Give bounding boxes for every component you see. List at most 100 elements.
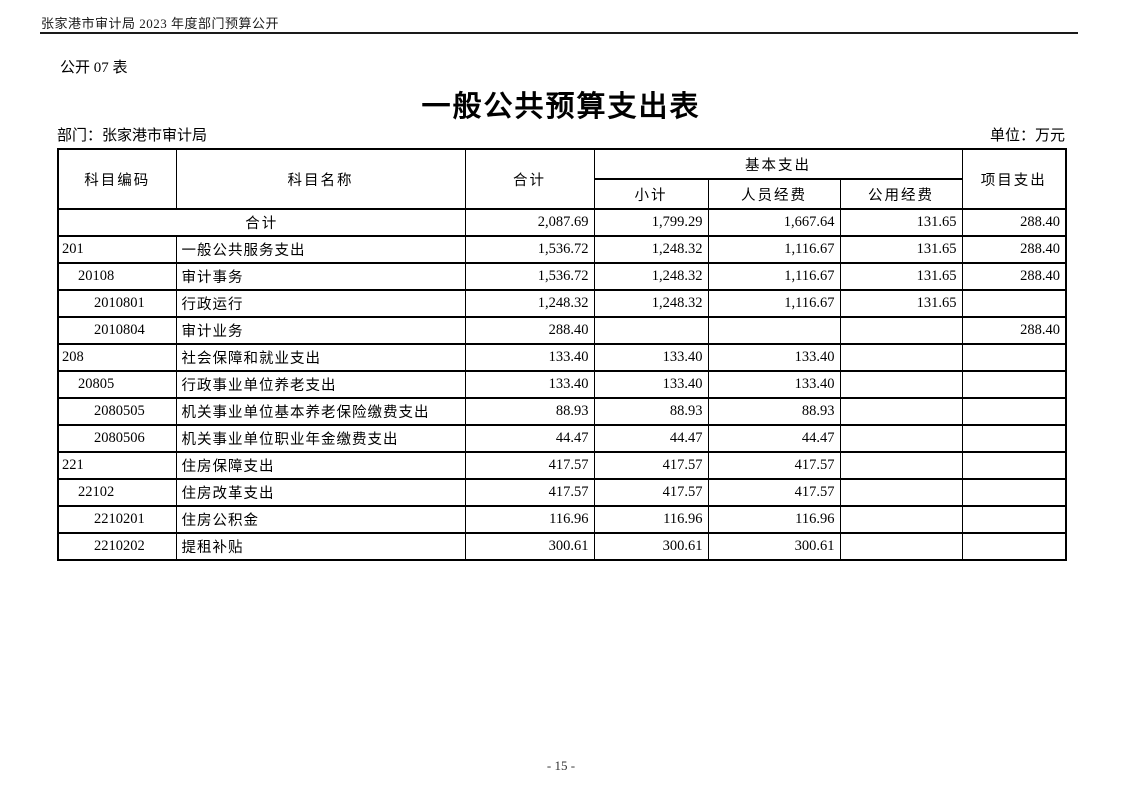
table-body: 合计 2,087.69 1,799.29 1,667.64 131.65 288… (57, 208, 1067, 561)
subtotal-cell: 1,248.32 (593, 289, 709, 318)
summary-total: 2,087.69 (464, 208, 595, 237)
subject-code-cell: 2210202 (57, 532, 177, 561)
personnel-funds-cell: 1,116.67 (707, 262, 841, 291)
summary-project: 288.40 (961, 208, 1067, 237)
personnel-funds-cell: 300.61 (707, 532, 841, 561)
public-funds-cell (839, 397, 963, 426)
subtotal-cell: 88.93 (593, 397, 709, 426)
project-expenditure-cell (961, 451, 1067, 480)
public-funds-cell (839, 532, 963, 561)
page-number: - 15 - (546, 758, 576, 773)
subject-name-cell: 机关事业单位基本养老保险缴费支出 (175, 397, 466, 426)
subject-name-cell: 社会保障和就业支出 (175, 343, 466, 372)
subject-code-cell: 2080506 (57, 424, 177, 453)
project-expenditure-cell (961, 532, 1067, 561)
table-row: 2010804 审计业务 288.40 288.40 (57, 316, 1067, 345)
col-header-name: 科目名称 (175, 148, 466, 210)
subtotal-cell: 116.96 (593, 505, 709, 534)
project-expenditure-cell (961, 424, 1067, 453)
personnel-funds-cell: 417.57 (707, 451, 841, 480)
table-row: 22102 住房改革支出 417.57 417.57 417.57 (57, 478, 1067, 507)
subject-code-cell: 2210201 (57, 505, 177, 534)
project-expenditure-cell (961, 370, 1067, 399)
table-row: 201 一般公共服务支出 1,536.72 1,248.32 1,116.67 131.6… (57, 235, 1067, 264)
subtotal-cell: 133.40 (593, 343, 709, 372)
personnel-funds-cell: 133.40 (707, 343, 841, 372)
summary-label: 合计 (57, 208, 466, 237)
col-header-total: 合计 (464, 148, 595, 210)
total-cell: 44.47 (464, 424, 595, 453)
public-funds-cell (839, 505, 963, 534)
personnel-funds-cell: 1,116.67 (707, 235, 841, 264)
summary-public: 131.65 (839, 208, 963, 237)
subtotal-cell: 1,248.32 (593, 235, 709, 264)
table-row: 2080505 机关事业单位基本养老保险缴费支出 88.93 88.93 88.93 (57, 397, 1067, 426)
subject-name-cell: 一般公共服务支出 (175, 235, 466, 264)
subject-code-cell: 20108 (57, 262, 177, 291)
total-cell: 1,248.32 (464, 289, 595, 318)
subject-code-cell: 2010801 (57, 289, 177, 318)
subject-name-cell: 行政运行 (175, 289, 466, 318)
public-funds-cell (839, 424, 963, 453)
subject-name-cell: 审计事务 (175, 262, 466, 291)
subtotal-cell: 417.57 (593, 451, 709, 480)
project-expenditure-cell: 288.40 (961, 316, 1067, 345)
subject-code-cell: 2010804 (57, 316, 177, 345)
budget-expenditure-table: 科目编码 科目名称 合计 基本支出 项目支出 小计 人员经费 公用经费 合计 2… (57, 148, 1068, 561)
public-funds-cell (839, 478, 963, 507)
summary-subtotal: 1,799.29 (593, 208, 709, 237)
personnel-funds-cell (707, 316, 841, 345)
summary-row: 合计 2,087.69 1,799.29 1,667.64 131.65 288… (57, 208, 1067, 237)
public-funds-cell: 131.65 (839, 289, 963, 318)
public-funds-cell: 131.65 (839, 262, 963, 291)
col-header-subtotal: 小计 (593, 178, 709, 210)
subject-name-cell: 审计业务 (175, 316, 466, 345)
department-label: 部门：张家港市审计局 (57, 128, 208, 144)
subtotal-cell (593, 316, 709, 345)
project-expenditure-cell (961, 478, 1067, 507)
subtotal-cell: 133.40 (593, 370, 709, 399)
subtotal-cell: 1,248.32 (593, 262, 709, 291)
subject-name-cell: 住房改革支出 (175, 478, 466, 507)
personnel-funds-cell: 116.96 (707, 505, 841, 534)
subject-code-cell: 221 (57, 451, 177, 480)
table-row: 221 住房保障支出 417.57 417.57 417.57 (57, 451, 1067, 480)
subject-code-cell: 2080505 (57, 397, 177, 426)
page-title: 一般公共预算支出表 (421, 91, 701, 123)
subtotal-cell: 300.61 (593, 532, 709, 561)
total-cell: 417.57 (464, 451, 595, 480)
subject-code-cell: 22102 (57, 478, 177, 507)
total-cell: 116.96 (464, 505, 595, 534)
public-funds-cell: 131.65 (839, 235, 963, 264)
table-header: 科目编码 科目名称 合计 基本支出 项目支出 小计 人员经费 公用经费 (57, 148, 1067, 210)
header-row-1: 科目编码 科目名称 合计 基本支出 项目支出 (57, 148, 1067, 210)
project-expenditure-cell: 288.40 (961, 262, 1067, 291)
total-cell: 133.40 (464, 370, 595, 399)
subject-name-cell: 提租补贴 (175, 532, 466, 561)
public-funds-cell (839, 370, 963, 399)
subject-code-cell: 208 (57, 343, 177, 372)
table-meta-row: 部门：张家港市审计局 单位：万元 (57, 124, 1065, 145)
personnel-funds-cell: 44.47 (707, 424, 841, 453)
project-expenditure-cell (961, 289, 1067, 318)
subtotal-cell: 417.57 (593, 478, 709, 507)
personnel-funds-cell: 133.40 (707, 370, 841, 399)
personnel-funds-cell: 88.93 (707, 397, 841, 426)
table-row: 20805 行政事业单位养老支出 133.40 133.40 133.40 (57, 370, 1067, 399)
running-header: 张家港市审计局 2023 年度部门预算公开 (41, 16, 280, 31)
subject-name-cell: 住房保障支出 (175, 451, 466, 480)
total-cell: 300.61 (464, 532, 595, 561)
col-header-personnel-funds: 人员经费 (707, 178, 841, 210)
personnel-funds-cell: 1,116.67 (707, 289, 841, 318)
subject-name-cell: 行政事业单位养老支出 (175, 370, 466, 399)
public-funds-cell (839, 316, 963, 345)
col-header-basic-expenditure: 基本支出 (593, 148, 963, 180)
project-expenditure-cell (961, 397, 1067, 426)
total-cell: 417.57 (464, 478, 595, 507)
total-cell: 1,536.72 (464, 262, 595, 291)
table-row: 20108 审计事务 1,536.72 1,248.32 1,116.67 131.65 2… (57, 262, 1067, 291)
header-rule (40, 32, 1078, 34)
project-expenditure-cell: 288.40 (961, 235, 1067, 264)
subject-code-cell: 20805 (57, 370, 177, 399)
